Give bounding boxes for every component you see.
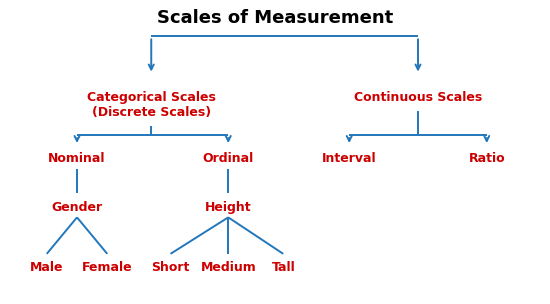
Text: Ordinal: Ordinal <box>202 152 254 165</box>
Text: Nominal: Nominal <box>48 152 106 165</box>
Text: Gender: Gender <box>52 201 102 214</box>
Text: Interval: Interval <box>322 152 377 165</box>
Text: Categorical Scales
(Discrete Scales): Categorical Scales (Discrete Scales) <box>87 91 216 119</box>
Text: Male: Male <box>30 261 63 275</box>
Text: Medium: Medium <box>200 261 256 275</box>
Text: Female: Female <box>82 261 133 275</box>
Text: Scales of Measurement: Scales of Measurement <box>157 9 393 27</box>
Text: Ratio: Ratio <box>469 152 505 165</box>
Text: Continuous Scales: Continuous Scales <box>354 91 482 104</box>
Text: Tall: Tall <box>271 261 295 275</box>
Text: Short: Short <box>151 261 190 275</box>
Text: Height: Height <box>205 201 251 214</box>
